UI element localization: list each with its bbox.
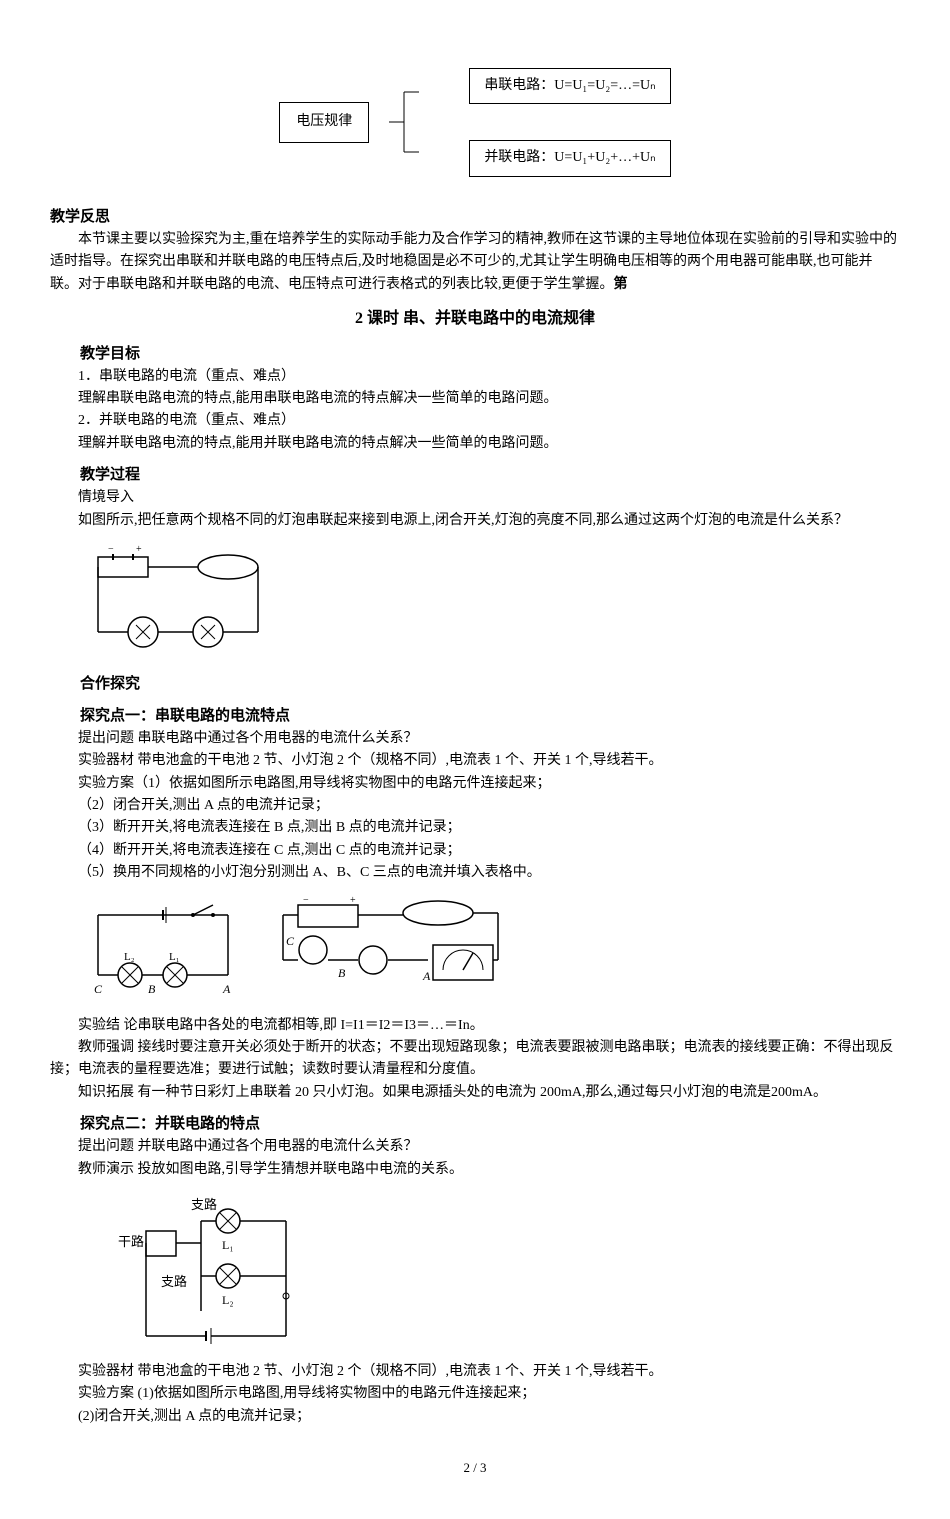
extension-1: 知识拓展 有一种节日彩灯上串联着 20 只小灯泡。如果电源插头处的电流为 200… — [50, 1082, 900, 1104]
reflection-body: 本节课主要以实验探究为主,重在培养学生的实际动手能力及合作学习的精神,教师在这节… — [50, 232, 897, 292]
lesson-title: 2 课时 串、并联电路中的电流规律 — [50, 306, 900, 332]
process-intro: 情境导入 — [78, 487, 900, 509]
label-B: B — [148, 982, 156, 996]
objective-1: 1．串联电路的电流（重点、难点） — [78, 366, 900, 388]
svg-text:B: B — [338, 966, 346, 980]
question-1: 提出问题 串联电路中通过各个用电器的电流什么关系？ — [78, 728, 900, 750]
svg-text:A: A — [422, 969, 431, 983]
demo-2: 教师演示 投放如图电路,引导学生猜想并联电路中电流的关系。 — [78, 1159, 900, 1181]
parallel-circuit-diagram: 支路 干路 L₁ 支路 L₂ — [106, 1191, 900, 1351]
objectives-title: 教学目标 — [50, 342, 900, 366]
page-footer: 2 / 3 — [50, 1458, 900, 1479]
svg-text:−: − — [303, 895, 309, 906]
reflection-title: 教学反思 — [50, 205, 900, 229]
label-A: A — [222, 982, 231, 996]
label-trunk: 干路 — [118, 1234, 144, 1249]
materials-2: 实验器材 带电池盒的干电池 2 节、小灯泡 2 个（规格不同）,电流表 1 个、… — [78, 1361, 900, 1383]
series-formula-box: 串联电路：U=U₁=U₂=…=Uₙ — [469, 68, 670, 104]
reflection-end-bold: 第 — [614, 277, 628, 292]
svg-text:L₂: L₂ — [222, 1293, 234, 1307]
parallel-formula-box: 并联电路：U=U₁+U₂+…+Uₙ — [469, 140, 670, 176]
label-C: C — [94, 982, 103, 996]
objective-1-desc: 理解串联电路电流的特点,能用串联电路电流的特点解决一些简单的电路问题。 — [78, 388, 900, 410]
question-2: 提出问题 并联电路中通过各个用电器的电流什么关系？ — [78, 1136, 900, 1158]
svg-text:L₁: L₁ — [222, 1238, 234, 1252]
svg-text:C: C — [286, 934, 295, 948]
materials-1: 实验器材 带电池盒的干电池 2 节、小灯泡 2 个（规格不同）,电流表 1 个、… — [78, 750, 900, 772]
process-title: 教学过程 — [50, 463, 900, 487]
step-2b: (2)闭合开关,测出 A 点的电流并记录； — [78, 1406, 900, 1428]
voltage-rule-diagram: 电压规律 串联电路：U=U₁=U₂=…=Uₙ 并联电路：U=U₁+U₂+…+Uₙ — [50, 60, 900, 185]
step-2: （2）闭合开关,测出 A 点的电流并记录； — [78, 795, 900, 817]
circuit-diagram-1: − + — [78, 542, 258, 662]
label-L1: L₁ — [169, 951, 180, 963]
svg-text:+: + — [136, 544, 142, 555]
explore-point1-title: 探究点一：串联电路的电流特点 — [50, 704, 900, 728]
step-5: （5）换用不同规格的小灯泡分别测出 A、B、C 三点的电流并填入表格中。 — [78, 862, 900, 884]
plan-2: 实验方案 (1)依据如图所示电路图,用导线将实物图中的电路元件连接起来； — [78, 1383, 900, 1405]
step-4: （4）断开开关,将电流表连接在 C 点,测出 C 点的电流并记录； — [78, 840, 900, 862]
explore-point2-title: 探究点二：并联电路的特点 — [50, 1112, 900, 1136]
label-L2: L₂ — [124, 951, 135, 963]
svg-text:+: + — [350, 895, 356, 906]
objective-2-desc: 理解并联电路电流的特点,能用并联电路电流的特点解决一些简单的电路问题。 — [78, 433, 900, 455]
objective-2: 2．并联电路的电流（重点、难点） — [78, 410, 900, 432]
label-branch-top: 支路 — [191, 1197, 217, 1212]
diagram-main-box: 电压规律 — [279, 102, 369, 142]
reflection-text: 本节课主要以实验探究为主,重在培养学生的实际动手能力及合作学习的精神,教师在这节… — [50, 229, 900, 296]
emphasis-1: 教师强调 接线时要注意开关必须处于断开的状态；不要出现短路现象；电流表要跟被测电… — [50, 1037, 900, 1082]
step-3: （3）断开开关,将电流表连接在 B 点,测出 B 点的电流并记录； — [78, 817, 900, 839]
circuit-schematic: L₂ L₁ C B A — [78, 895, 248, 1005]
process-intro-text: 如图所示,把任意两个规格不同的灯泡串联起来接到电源上,闭合开关,灯泡的亮度不同,… — [50, 510, 900, 532]
conclusion-1: 实验结 论串联电路中各处的电流都相等,即 I=I1＝I2＝I3＝…＝In。 — [50, 1015, 900, 1037]
circuit-physical: − + C B A — [268, 895, 518, 1005]
plan-1: 实验方案（1）依据如图所示电路图,用导线将实物图中的电路元件连接起来； — [78, 773, 900, 795]
label-branch-bottom: 支路 — [161, 1274, 187, 1289]
svg-text:−: − — [108, 544, 114, 555]
circuit-diagrams-row: L₂ L₁ C B A − + C B A — [78, 895, 900, 1005]
diagram-branches: 串联电路：U=U₁=U₂=…=Uₙ 并联电路：U=U₁+U₂+…+Uₙ — [439, 60, 670, 185]
bracket-svg — [379, 72, 419, 172]
